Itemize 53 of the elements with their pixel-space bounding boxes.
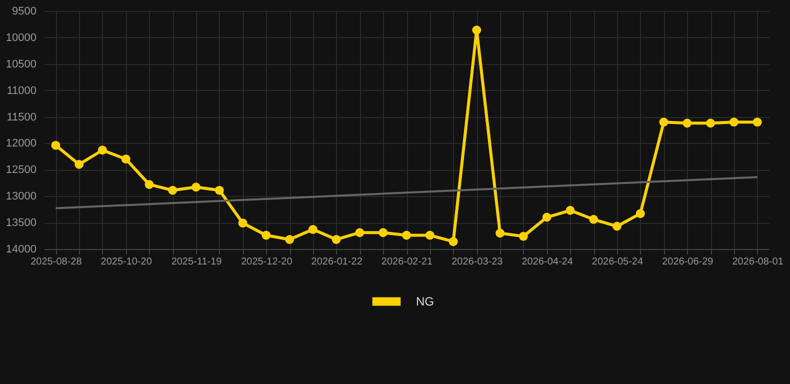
point (682, 118, 692, 128)
point (192, 182, 200, 192)
point (238, 218, 248, 228)
y-tick-label: 10000 (6, 32, 36, 44)
x-tick-label: 2026-05-24 (592, 256, 644, 268)
point (332, 235, 341, 244)
point (214, 186, 224, 195)
point (402, 230, 411, 240)
point (636, 209, 645, 218)
point (121, 154, 130, 164)
point (542, 212, 552, 222)
point (425, 230, 434, 240)
x-tick-label: 2026-06-29 (662, 256, 714, 268)
y-tick-label: 12500 (6, 164, 36, 176)
point (448, 237, 458, 246)
point (589, 214, 598, 224)
y-tick-label: 11000 (6, 84, 36, 97)
point (706, 118, 716, 128)
x-tick-label: 2026-08-01 (732, 256, 784, 268)
x-tick-label: 2025-10-20 (100, 256, 152, 268)
x-tick-label: 2025-08-28 (30, 256, 82, 268)
y-tick-label: 11500 (6, 111, 36, 124)
y-tick-label: 13500 (6, 217, 36, 230)
point (496, 228, 505, 238)
point (262, 230, 271, 240)
x-tick-label: 2026-03-23 (452, 256, 504, 268)
y-tick-label: 13000 (6, 190, 36, 203)
point (98, 146, 107, 155)
point (659, 118, 668, 127)
point (612, 222, 622, 231)
point (566, 206, 575, 215)
point (378, 228, 388, 238)
point (752, 118, 762, 127)
point (308, 224, 318, 234)
x-tick-label: 2025-12-20 (241, 256, 293, 268)
x-tick-label: 2026-01-22 (311, 256, 363, 268)
point (355, 228, 364, 238)
point (51, 140, 60, 150)
point (74, 160, 84, 169)
x-tick-label: 2026-02-21 (381, 256, 434, 268)
point (285, 235, 294, 244)
point (729, 118, 738, 127)
y-tick-label: 9500 (12, 6, 36, 18)
point (472, 26, 482, 35)
x-tick-label: 2025-11-19 (171, 256, 222, 268)
point (144, 180, 154, 189)
y-tick-label: 14000 (6, 244, 36, 256)
point (518, 232, 528, 241)
y-tick-label: 12000 (6, 138, 36, 150)
x-tick-label: 2026-04-24 (522, 256, 574, 268)
point (168, 186, 178, 195)
y-tick-label: 10500 (6, 58, 36, 70)
legend-label: NG (416, 294, 434, 308)
